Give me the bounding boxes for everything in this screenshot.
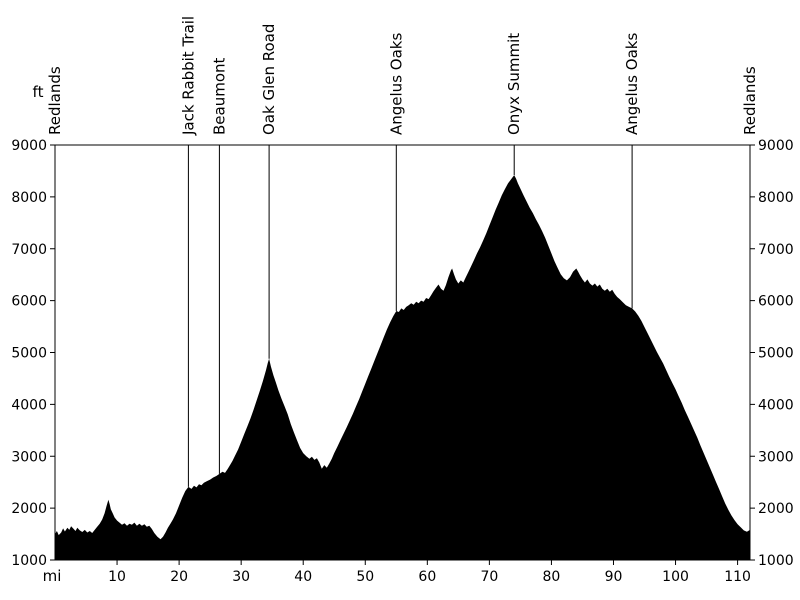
x-tick-label: 70 — [480, 569, 498, 585]
elevation-area — [55, 175, 750, 560]
marker-label-redlands: Redlands — [741, 66, 759, 135]
y-tick-label-right: 8000 — [758, 190, 794, 206]
marker-label-oak-glen-road: Oak Glen Road — [260, 24, 278, 135]
x-tick-label: 20 — [170, 569, 188, 585]
x-tick-label: 40 — [294, 569, 312, 585]
x-tick-label: 60 — [418, 569, 436, 585]
marker-label-redlands: Redlands — [46, 66, 64, 135]
x-tick-label: 30 — [232, 569, 250, 585]
x-tick-label: 80 — [543, 569, 561, 585]
marker-label-onyx-summit: Onyx Summit — [505, 33, 523, 135]
y-tick-label-left: 4000 — [11, 397, 47, 413]
y-tick-label-left: 5000 — [11, 346, 47, 362]
y-tick-label-right: 5000 — [758, 346, 794, 362]
marker-label-angelus-oaks: Angelus Oaks — [623, 33, 641, 135]
y-tick-label-right: 2000 — [758, 501, 794, 517]
y-tick-label-left: 1000 — [11, 553, 47, 569]
x-axis-unit-label: mi — [43, 567, 62, 585]
marker-label-beaumont: Beaumont — [210, 57, 228, 135]
x-tick-label: 50 — [356, 569, 374, 585]
y-tick-label-left: 7000 — [11, 242, 47, 258]
y-tick-label-right: 6000 — [758, 294, 794, 310]
y-tick-label-right: 9000 — [758, 138, 794, 154]
y-tick-label-left: 6000 — [11, 294, 47, 310]
y-tick-label-right: 3000 — [758, 449, 794, 465]
y-tick-label-left: 2000 — [11, 501, 47, 517]
x-tick-label: 110 — [724, 569, 751, 585]
y-axis-unit-label: ft — [33, 83, 44, 101]
x-tick-label: 100 — [662, 569, 689, 585]
y-tick-label-left: 9000 — [11, 138, 47, 154]
y-tick-label-right: 1000 — [758, 553, 794, 569]
y-tick-label-left: 3000 — [11, 449, 47, 465]
x-tick-label: 10 — [108, 569, 126, 585]
x-tick-label: 90 — [605, 569, 623, 585]
marker-label-angelus-oaks: Angelus Oaks — [387, 33, 405, 135]
y-tick-label-right: 7000 — [758, 242, 794, 258]
y-tick-label-left: 8000 — [11, 190, 47, 206]
marker-label-jack-rabbit-trail: Jack Rabbit Trail — [179, 16, 197, 136]
y-tick-label-right: 4000 — [758, 397, 794, 413]
